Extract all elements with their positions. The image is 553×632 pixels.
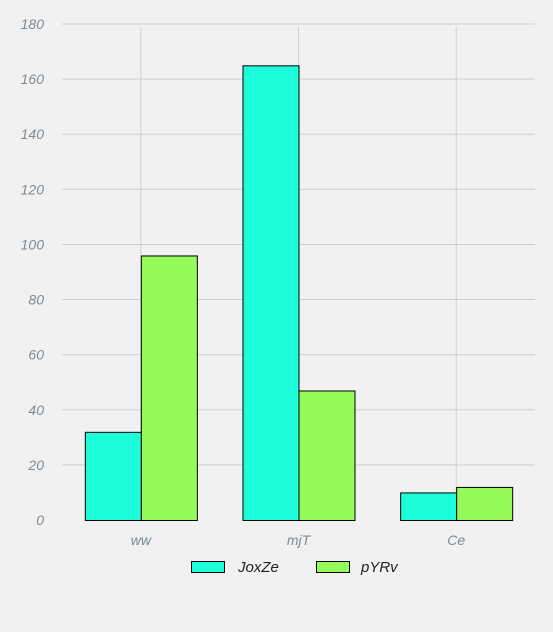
y-tick-label: 20 xyxy=(27,457,44,473)
bar-JoxZe-mjT xyxy=(242,65,300,521)
bar-JoxZe-ww xyxy=(84,431,142,522)
y-tick-label: 140 xyxy=(21,126,45,142)
bar-pYRv-ww xyxy=(140,255,198,521)
y-tick-label: 160 xyxy=(21,71,45,87)
legend-label: JoxZe xyxy=(237,559,279,576)
y-axis-ticks: 0 20 40 60 80 100 120 140 160 180 xyxy=(21,16,45,528)
x-tick-label: mjT xyxy=(287,532,312,548)
y-tick-label: 40 xyxy=(28,402,44,418)
legend-label: pYRv xyxy=(360,559,399,576)
bar-JoxZe-Ce xyxy=(400,492,458,522)
bar-pYRv-Ce xyxy=(456,486,514,521)
legend: JoxZe pYRv xyxy=(191,559,399,576)
x-tick-label: Ce xyxy=(447,532,465,548)
y-tick-label: 180 xyxy=(21,16,45,32)
y-tick-label: 120 xyxy=(21,181,45,197)
legend-swatch xyxy=(191,561,225,573)
bar-pYRv-mjT xyxy=(298,390,356,521)
bars xyxy=(84,65,514,522)
y-tick-label: 100 xyxy=(21,236,45,252)
x-tick-label: ww xyxy=(131,532,152,548)
x-axis-ticks: ww mjT Ce xyxy=(131,532,466,548)
y-tick-label: 80 xyxy=(28,292,44,308)
legend-swatch xyxy=(316,561,350,573)
y-tick-label: 60 xyxy=(28,347,44,363)
y-tick-label: 0 xyxy=(36,512,44,528)
